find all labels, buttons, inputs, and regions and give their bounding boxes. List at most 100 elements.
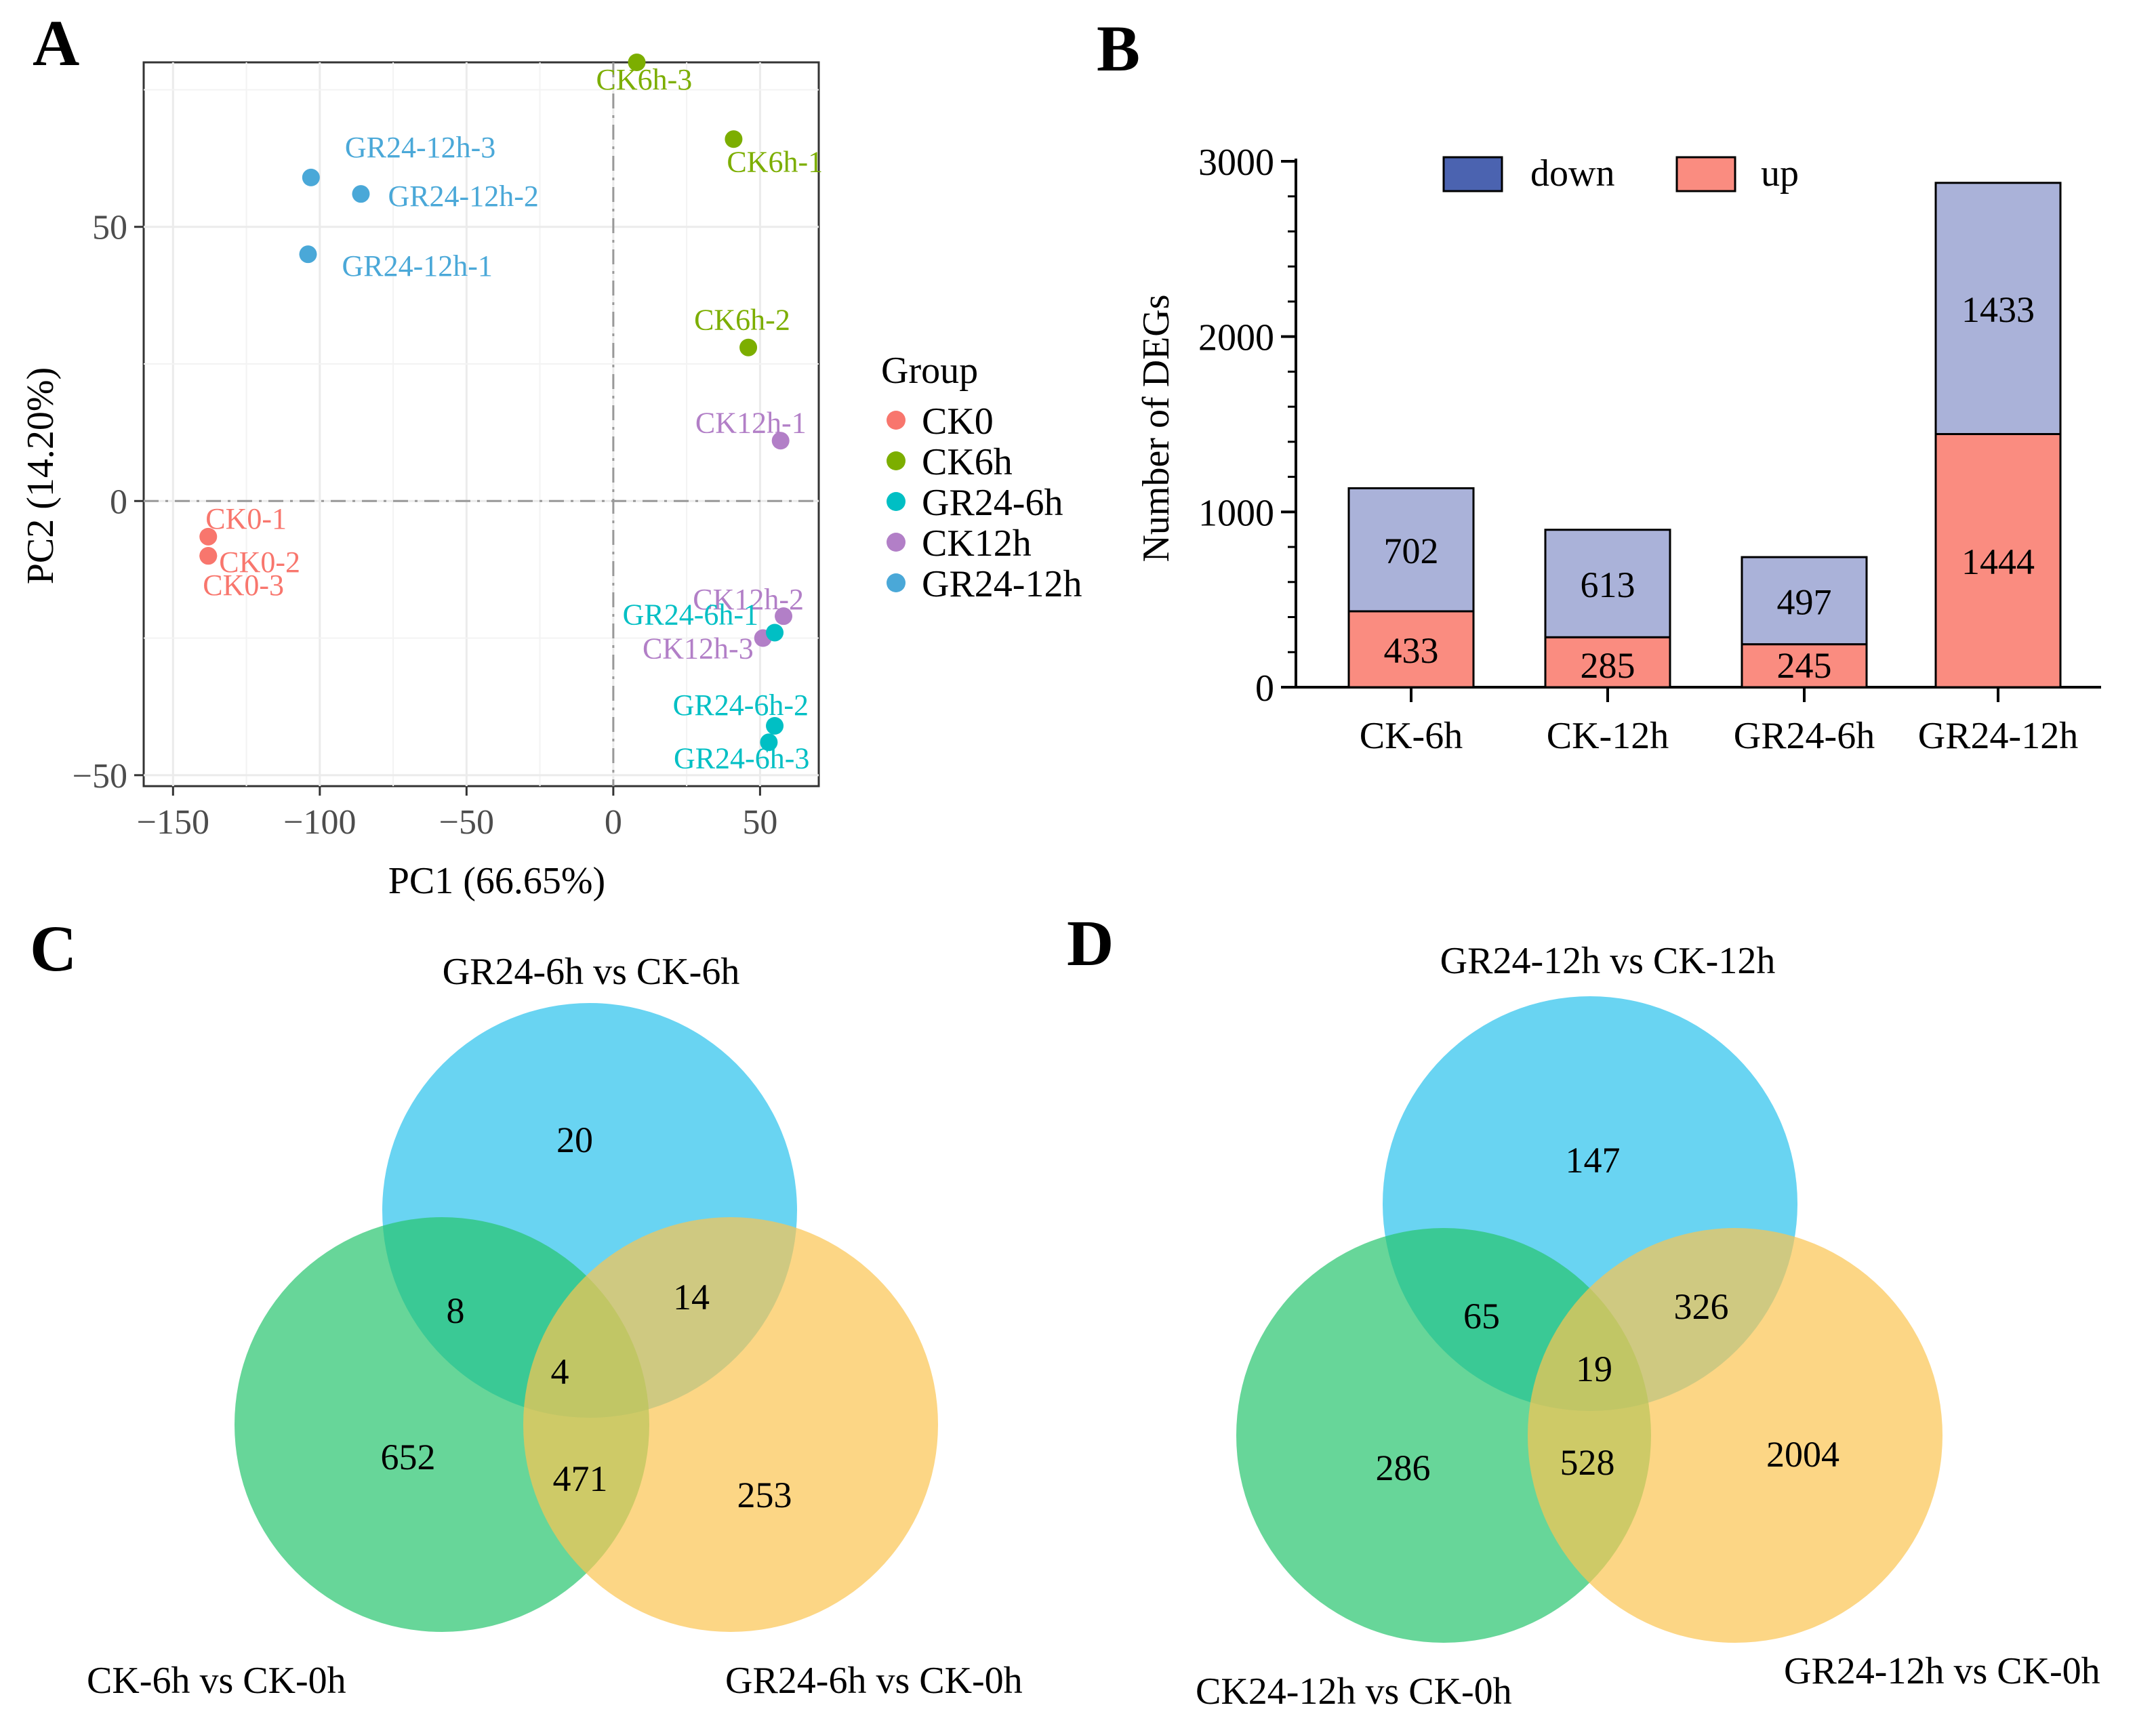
venn-region-count: 19 (1576, 1349, 1612, 1389)
pca-point (199, 527, 218, 546)
panel-letter-b: B (1097, 12, 1140, 85)
venn-region-count: 471 (553, 1458, 608, 1499)
pca-point-label: GR24-12h-3 (345, 131, 495, 164)
pca-y-ticks: −50 0 50 (73, 209, 144, 796)
pca-point-label: GR24-6h-1 (623, 598, 758, 631)
pca-point-label: CK12h-3 (643, 632, 754, 666)
pca-legend-title: Group (881, 350, 978, 392)
bar-up-segment (1934, 432, 2062, 689)
panel-letter-c: C (30, 912, 77, 985)
pca-point-label: GR24-12h-1 (342, 249, 493, 283)
pca-point (299, 245, 317, 264)
pca-point (766, 623, 784, 642)
venn-panel-d: GR24-12h vs CK-12h CK24-12h vs CK-0h GR24-… (1196, 940, 2100, 1713)
bar-legend-label: up (1761, 152, 1799, 195)
bar-up-value-label: 285 (1581, 645, 1635, 686)
pca-point-label: CK6h-2 (694, 304, 790, 337)
pca-legend-label: CK0 (922, 401, 994, 443)
pca-legend-label: GR24-6h (922, 482, 1063, 524)
venn-region-count: 20 (556, 1120, 593, 1160)
pca-legend-swatch (887, 451, 906, 470)
bar-down-value-label: 1433 (1961, 289, 2035, 330)
bar-bars: 433 702 CK-6h 285 613 CK-12h 245 497 GR24-6h 1444… (1347, 182, 2078, 757)
bar-down-value-label: 497 (1777, 581, 1832, 622)
pca-point-label: CK6h-1 (727, 145, 823, 178)
pca-x-tick-label: −50 (439, 803, 494, 842)
venn-set-label: GR24-6h vs CK-0h (725, 1660, 1023, 1702)
pca-point (760, 733, 778, 752)
pca-legend-label: CK6h (922, 441, 1013, 483)
pca-point (739, 338, 758, 356)
bar-down-segment (1347, 487, 1475, 613)
venn-circle (523, 1217, 938, 1632)
bar-legend-swatch (1675, 156, 1736, 192)
venn-circle (1528, 1228, 1943, 1643)
pca-point (352, 185, 370, 203)
pca-point-label: CK12h-1 (695, 406, 807, 439)
bar-category-label: GR24-6h (1734, 715, 1875, 757)
bar-up-value-label: 433 (1384, 630, 1439, 671)
pca-point-label: CK12h-2 (693, 583, 804, 616)
venn-region-count: 2004 (1766, 1434, 1839, 1475)
pca-point (775, 607, 793, 626)
venn-region-count: 8 (447, 1290, 465, 1331)
pca-point (766, 717, 784, 735)
bar-y-tick-label: 3000 (1198, 142, 1274, 184)
pca-legend-label: CK12h (922, 523, 1032, 565)
venn-set-label: GR24-12h vs CK-12h (1440, 940, 1776, 982)
pca-point (628, 54, 646, 71)
bar-down-value-label: 613 (1581, 565, 1635, 605)
venn-region-count: 528 (1560, 1442, 1615, 1483)
venn-region-count: 286 (1376, 1448, 1431, 1488)
pca-zero-lines (144, 62, 819, 786)
bar-category-label: CK-6h (1360, 715, 1463, 757)
pca-legend-swatch (887, 492, 906, 511)
venn-region-count: 14 (673, 1277, 710, 1317)
pca-y-tick-label: 0 (110, 483, 127, 521)
pca-y-tick-label: −50 (73, 757, 127, 796)
pca-legend-swatch (887, 411, 906, 430)
pca-point (771, 432, 790, 450)
pca-x-tick-label: 0 (605, 803, 622, 842)
venn-region-count: 652 (381, 1437, 436, 1477)
bar-down-value-label: 702 (1384, 531, 1439, 571)
pca-point-label: CK0-2 (219, 546, 300, 579)
pca-point-label: GR24-6h-3 (674, 741, 809, 775)
venn-region-count: 253 (737, 1475, 792, 1515)
bar-category-label: CK-12h (1547, 715, 1669, 757)
pca-point-label: GR24-6h-2 (673, 689, 809, 722)
bar-down-segment (1741, 556, 1868, 646)
pca-point (302, 168, 320, 186)
bar-y-axis-title: Number of DEGs (1135, 294, 1177, 562)
bar-y-tick-label: 0 (1255, 668, 1274, 710)
bar-down-segment (1544, 529, 1671, 638)
venn-circle (235, 1217, 649, 1632)
venn-set-label: GR24-6h vs CK-6h (443, 951, 740, 993)
pca-point-label: CK0-1 (205, 502, 287, 535)
venn-region-count: 4 (551, 1351, 569, 1392)
pca-x-tick-label: −150 (137, 803, 209, 842)
pca-x-tick-label: 50 (742, 803, 777, 842)
bar-legend-swatch (1442, 156, 1503, 192)
pca-point (199, 547, 218, 565)
pca-y-axis-title: PC2 (14.20%) (20, 367, 62, 584)
pca-x-ticks: −150 −100 −50 0 50 (137, 786, 777, 842)
venn-panel-c: GR24-6h vs CK-6h CK-6h vs CK-0h GR24-6h vs… (87, 951, 1023, 1702)
bar-category-label: GR24-12h (1918, 715, 2078, 757)
bar-y-tick-label: 1000 (1198, 492, 1274, 534)
venn-region-count: 326 (1674, 1286, 1729, 1327)
pca-x-tick-label: −100 (283, 803, 356, 842)
bar-up-value-label: 245 (1777, 645, 1832, 686)
pca-point-label: CK6h-3 (596, 63, 693, 96)
pca-point-label: GR24-12h-2 (388, 180, 538, 213)
bar-down-segment (1934, 182, 2062, 435)
venn-region-count: 65 (1463, 1296, 1500, 1336)
pca-y-tick-label: 50 (92, 209, 127, 247)
bar-y-tick-label: 2000 (1198, 317, 1274, 359)
venn-circle (1236, 1228, 1651, 1643)
bar-up-segment (1741, 643, 1868, 689)
deg-bar-panel: 0 1000 2000 3000 433 702 CK-6h 285 613 CK-12h 245… (1135, 142, 2101, 757)
